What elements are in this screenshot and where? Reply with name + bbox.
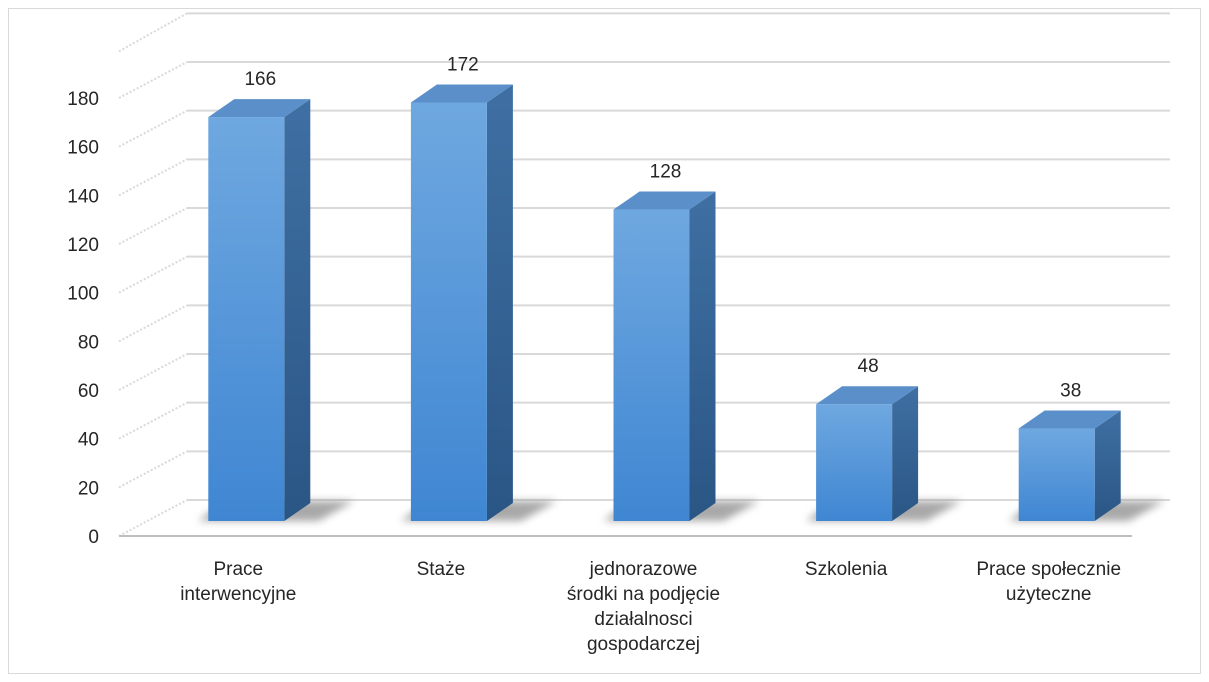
data-label: 166 [244, 69, 276, 90]
gridline-diagonal [118, 158, 188, 197]
category-label: Prace społecznie użyteczne [976, 559, 1121, 605]
bar-chart: 0 20 40 60 80 100 120 140 160 180 166 172 128 48 38 P… [67, 12, 1170, 655]
bar [613, 191, 716, 522]
bar-front [1018, 428, 1095, 521]
y-tick-label: 180 [67, 89, 99, 110]
y-tick-label: 60 [78, 381, 99, 402]
bar-side [689, 191, 716, 522]
gridline-diagonal [118, 109, 188, 148]
category-label: Prace interwencyjne [180, 559, 296, 605]
gridline-diagonal [118, 61, 188, 99]
data-labels: 166 172 128 48 38 [244, 54, 1081, 401]
y-tick-label: 100 [67, 284, 99, 305]
data-label: 38 [1060, 381, 1081, 402]
bar-top [816, 386, 919, 405]
y-tick-label: 120 [67, 235, 99, 256]
chart-frame: 0 20 40 60 80 100 120 140 160 180 166 172 128 48 38 P… [8, 8, 1201, 674]
bar-top [1018, 410, 1121, 429]
y-tick-label: 40 [78, 430, 99, 451]
gridline-diagonal [118, 450, 188, 489]
gridline-diagonal [118, 207, 188, 245]
gridline-diagonal [118, 353, 188, 391]
bar-side [486, 84, 513, 521]
bar-top [410, 84, 513, 103]
gridline-diagonal [118, 12, 188, 53]
gridline-diagonal [118, 304, 188, 343]
bar-top [208, 99, 311, 118]
y-tick-labels: 0 20 40 60 80 100 120 140 160 180 [67, 89, 99, 548]
y-tick-label: 140 [67, 186, 99, 207]
bar [208, 99, 311, 522]
bar [1018, 410, 1121, 521]
bar [410, 84, 513, 521]
gridline-diagonal [118, 255, 188, 294]
bar-side [892, 386, 919, 521]
data-label: 128 [650, 162, 682, 183]
bar-front [208, 117, 285, 522]
category-label: Staże [417, 559, 466, 580]
category-labels: Prace interwencyjne Staże jednorazowe środki… [180, 559, 1121, 655]
gridline-diagonal [118, 401, 188, 440]
data-label: 48 [858, 356, 879, 377]
bar [816, 386, 919, 521]
bar-front [816, 404, 893, 521]
category-label: Szkolenia [805, 559, 888, 580]
y-tick-label: 20 [78, 478, 99, 499]
data-label: 172 [447, 54, 479, 75]
bar-side [284, 99, 311, 522]
bar-top [613, 191, 716, 210]
y-tick-label: 80 [78, 332, 99, 353]
bars [208, 84, 1121, 522]
bar-front [410, 102, 487, 521]
bar-front [613, 209, 690, 522]
gridline-diagonal [118, 499, 188, 537]
bar-side [1094, 410, 1121, 521]
y-tick-label: 0 [88, 527, 99, 548]
y-tick-label: 160 [67, 138, 99, 159]
category-label: jednorazowe środki na podjęcie działalnosc… [567, 559, 720, 655]
